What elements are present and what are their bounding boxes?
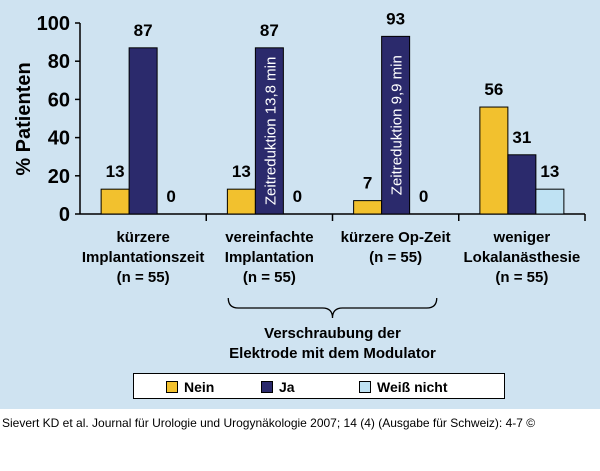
category-label: vereinfachte bbox=[225, 229, 313, 246]
citation: Sievert KD et al. Journal für Urologie u… bbox=[2, 416, 536, 430]
chart-panel: 0 20 40 60 80 100 % Patienten 13 87 0 kürzere Impla… bbox=[0, 0, 600, 409]
category-label: Implantation bbox=[225, 249, 314, 266]
data-label: 7 bbox=[363, 174, 372, 193]
data-label: 13 bbox=[106, 162, 125, 181]
legend-label: Weiß nicht bbox=[377, 379, 448, 395]
bar bbox=[479, 106, 509, 215]
data-label: 0 bbox=[293, 187, 302, 206]
category-label: (n = 55) bbox=[117, 269, 170, 286]
legend-label: Nein bbox=[184, 379, 215, 395]
bar-chart: 0 20 40 60 80 100 % Patienten 13 87 0 kürzere Impla… bbox=[13, 9, 586, 362]
data-label: 56 bbox=[484, 80, 503, 99]
legend-label: Ja bbox=[279, 379, 295, 395]
category-label: (n = 55) bbox=[243, 269, 296, 286]
legend-swatch bbox=[261, 381, 273, 393]
bar bbox=[128, 47, 158, 215]
legend-item: Nein bbox=[166, 379, 214, 395]
legend: Nein Ja Weiß nicht bbox=[133, 373, 505, 399]
data-label: 31 bbox=[512, 128, 531, 147]
legend-swatch bbox=[166, 381, 178, 393]
bar bbox=[381, 35, 411, 215]
legend-item: Weiß nicht bbox=[359, 379, 448, 395]
data-label: 87 bbox=[134, 21, 153, 40]
bar bbox=[226, 188, 256, 215]
category-label: weniger bbox=[493, 229, 551, 246]
y-tick-label: 80 bbox=[48, 51, 70, 73]
category-label: kürzere Op-Zeit bbox=[341, 229, 451, 246]
bar bbox=[507, 154, 537, 215]
data-label: 13 bbox=[540, 162, 559, 181]
legend-swatch bbox=[359, 381, 371, 393]
data-label: 0 bbox=[166, 187, 175, 206]
bar bbox=[535, 188, 565, 215]
category-label: Implantationszeit bbox=[82, 249, 205, 266]
category-label: (n = 55) bbox=[369, 249, 422, 266]
data-label: 0 bbox=[419, 187, 428, 206]
y-tick-label: 20 bbox=[48, 166, 70, 188]
y-tick-label: 0 bbox=[59, 204, 70, 226]
category-label: Lokalanästhesie bbox=[464, 249, 581, 266]
data-label: 87 bbox=[260, 21, 279, 40]
data-label: 93 bbox=[386, 9, 405, 28]
group-annotation-label: Elektrode mit dem Modulator bbox=[229, 345, 436, 362]
y-tick-label: 100 bbox=[37, 13, 70, 35]
data-label: 13 bbox=[232, 162, 251, 181]
y-tick-label: 60 bbox=[48, 89, 70, 111]
group-brace bbox=[227, 297, 438, 319]
bar bbox=[353, 200, 383, 215]
legend-item: Ja bbox=[261, 379, 295, 395]
bar-annotation: Zeitreduktion 9,9 min bbox=[389, 55, 406, 195]
group-annotation-label: Verschraubung der bbox=[264, 325, 401, 342]
bar bbox=[100, 188, 130, 215]
category-label: kürzere bbox=[116, 229, 169, 246]
category-label: (n = 55) bbox=[495, 269, 548, 286]
bar-annotation: Zeitreduktion 13,8 min bbox=[262, 57, 279, 205]
bar bbox=[254, 47, 284, 215]
y-axis-title: % Patienten bbox=[13, 62, 35, 175]
y-tick-label: 40 bbox=[48, 128, 70, 150]
